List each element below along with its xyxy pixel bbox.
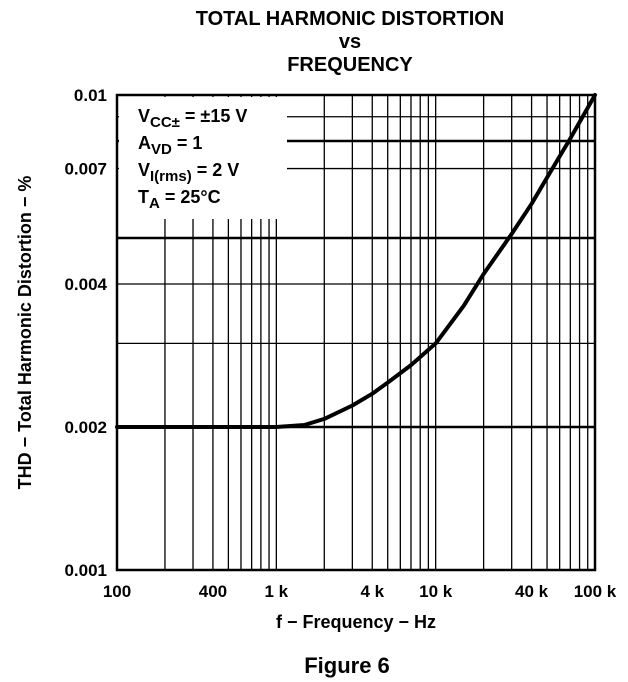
x-axis-label: f − Frequency − Hz — [276, 612, 436, 632]
y-tick-label: 0.002 — [64, 418, 107, 437]
chart-title-line: TOTAL HARMONIC DISTORTION — [196, 8, 505, 30]
figure-caption: Figure 6 — [304, 653, 390, 678]
plot-frame — [115, 93, 597, 572]
y-tick-label: 0.004 — [64, 275, 107, 294]
condition-line: VI(rms) = 2 V — [138, 160, 239, 185]
x-tick-labels: 100 400 1 k 4 k 10 k 40 k 100 k — [103, 582, 617, 601]
y-axis-label: THD − Total Harmonic Distortion − % — [15, 176, 35, 490]
x-tick-label: 10 k — [419, 582, 453, 601]
chart-title-line: FREQUENCY — [287, 54, 413, 76]
condition-line: AVD = 1 — [138, 133, 202, 158]
x-tick-label: 1 k — [265, 582, 289, 601]
y-tick-label: 0.007 — [64, 160, 107, 179]
thd-curve — [115, 93, 597, 429]
condition-line: TA = 25°C — [138, 187, 221, 212]
y-tick-label: 0.001 — [64, 561, 107, 580]
x-tick-label: 4 k — [360, 582, 384, 601]
x-tick-label: 100 k — [574, 582, 617, 601]
x-tick-label: 40 k — [515, 582, 549, 601]
x-tick-label: 100 — [103, 582, 131, 601]
chart-title-line: vs — [339, 31, 361, 53]
condition-line: VCC± = ±15 V — [138, 106, 247, 131]
y-tick-label: 0.01 — [74, 86, 107, 105]
conditions-box — [119, 97, 287, 219]
y-tick-labels: 0.001 0.002 0.004 0.007 0.01 — [64, 86, 107, 580]
x-tick-label: 400 — [199, 582, 227, 601]
